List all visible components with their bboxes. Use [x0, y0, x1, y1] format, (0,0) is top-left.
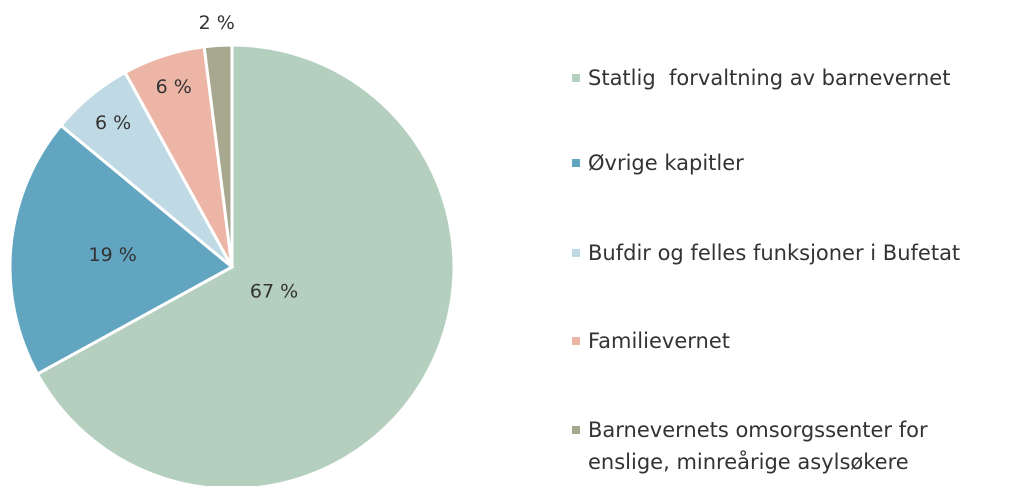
- legend-label: Familievernet: [588, 329, 730, 353]
- legend-item: Øvrige kapitler: [572, 147, 1008, 179]
- pie-slice: [202, 43, 234, 268]
- legend-item: Barnevernets omsorgssenter for enslige, …: [572, 414, 1008, 478]
- legend-swatch: [572, 426, 580, 434]
- slice-label: 2 %: [199, 12, 235, 34]
- legend-label: Statlig forvaltning av barnevernet: [588, 66, 951, 90]
- legend-swatch: [572, 337, 580, 345]
- legend-item: Statlig forvaltning av barnevernet: [572, 62, 1008, 94]
- legend-label: Bufdir og felles funksjoner i Bufetat: [588, 241, 961, 265]
- slice-label: 19 %: [89, 244, 137, 266]
- legend-label: Barnevernets omsorgssenter for enslige, …: [588, 418, 935, 474]
- slice-label: 67 %: [250, 280, 298, 302]
- legend-swatch: [572, 249, 580, 257]
- slice-label: 6 %: [95, 112, 131, 134]
- pie-slice: [35, 43, 456, 486]
- legend-swatch: [572, 74, 580, 82]
- legend-swatch: [572, 159, 580, 167]
- slice-label: 6 %: [156, 76, 192, 98]
- legend-item: Familievernet: [572, 325, 1008, 357]
- pie-slice: [8, 123, 235, 376]
- legend-item: Bufdir og felles funksjoner i Bufetat: [572, 237, 1008, 269]
- pie-chart: 67 % 19 % 6 % 6 % 2 %: [8, 12, 456, 486]
- legend-label: Øvrige kapitler: [588, 151, 744, 175]
